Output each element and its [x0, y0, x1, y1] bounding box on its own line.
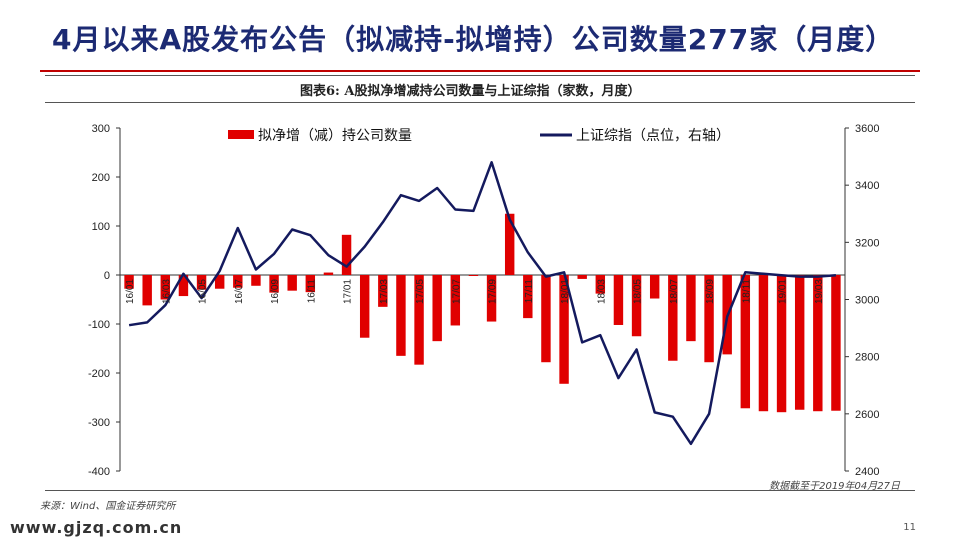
bar-18/06	[649, 275, 660, 299]
y-right-tick-label: 3000	[855, 295, 879, 307]
y-left-tick-label: -200	[88, 368, 110, 380]
bar-17/06	[432, 275, 442, 342]
x-tick-label: 17/03	[379, 279, 390, 304]
legend-bar-label: 拟净增（减）持公司数量	[258, 128, 412, 144]
bar-16/10	[287, 275, 297, 291]
bar-19/01	[776, 275, 787, 413]
bar-19/03	[813, 275, 823, 412]
legend-bar-swatch	[228, 130, 254, 139]
bar-18/08	[686, 275, 696, 342]
y-left-tick-label: 0	[104, 270, 110, 282]
x-tick-label: 18/09	[705, 279, 716, 304]
source-note: 来源：Wind、国金证券研究所	[40, 501, 176, 512]
slide-title: 4月以来A股发布公告（拟减持-拟增持）公司数量277家（月度）	[52, 23, 895, 56]
bar-17/07	[450, 275, 461, 326]
y-right-tick-label: 3200	[855, 237, 879, 249]
bar-18/07	[668, 275, 678, 361]
y-right-tick-label: 3600	[855, 123, 879, 135]
bar-18/09	[704, 275, 714, 363]
bar-16/12	[323, 272, 334, 275]
bar-17/12	[541, 275, 551, 363]
x-tick-label: 17/01	[343, 279, 354, 304]
bar-18/04	[613, 275, 624, 325]
y-left-tick-label: -100	[88, 319, 110, 331]
x-tick-label: 19/01	[778, 279, 789, 304]
bar-17/04	[396, 275, 406, 356]
y-left-tick-label: 300	[92, 123, 110, 135]
x-tick-label: 18/07	[669, 279, 680, 304]
bar-17/01	[341, 234, 352, 275]
y-right-tick-label: 2800	[855, 352, 879, 364]
y-left-tick-label: 200	[92, 172, 110, 184]
x-tick-label: 16/07	[234, 279, 245, 304]
bar-16/09	[269, 275, 279, 293]
bar-18/12	[758, 275, 769, 412]
bar-17/05	[414, 275, 424, 365]
bar-17/11	[523, 275, 533, 319]
bar-16/04	[178, 275, 189, 297]
figure-top-rule	[45, 75, 915, 76]
bar-17/02	[359, 275, 370, 338]
x-tick-label: 19/03	[814, 279, 825, 304]
bar-16/11	[305, 275, 316, 293]
x-tick-label: 18/03	[596, 279, 607, 304]
x-tick-label: 17/11	[524, 279, 535, 304]
y-right-tick-label: 3400	[855, 180, 879, 192]
bar-19/02	[794, 275, 805, 410]
y-right-tick-label: 2600	[855, 409, 879, 421]
bar-16/03	[160, 275, 171, 300]
bar-16/02	[142, 275, 152, 306]
page-number: 11	[903, 522, 916, 533]
bar-16/08	[251, 275, 261, 286]
watermark: www.gjzq.com.cn	[10, 518, 183, 537]
x-tick-label: 17/09	[488, 279, 499, 304]
x-tick-label: 16/05	[198, 279, 209, 304]
bar-18/05	[631, 275, 642, 337]
y-left-tick-label: 100	[92, 221, 110, 233]
legend: 拟净增（减）持公司数量 上证综指（点位，右轴）	[228, 128, 730, 144]
x-tick-label: 17/07	[451, 279, 462, 304]
bar-17/03	[378, 275, 388, 307]
chart-axes: 300 200 100 0 -100 -200 -300 -400 3600 3400 3200 30…	[88, 123, 880, 478]
title-rule	[40, 70, 920, 72]
bar-16/01	[124, 275, 134, 289]
x-tick-labels: 16/01 16/03 16/05 16/07 16/09 16/11 17/01 17/03…	[125, 279, 825, 304]
y-right-tick-label: 2400	[855, 466, 879, 478]
x-tick-label: 16/09	[270, 279, 281, 304]
figure-bottom-rule	[45, 490, 915, 491]
x-tick-label: 18/11	[741, 279, 752, 304]
bar-17/08	[468, 275, 479, 276]
bar-19/04	[831, 275, 841, 411]
x-tick-label: 17/05	[415, 279, 426, 304]
y-left-tick-label: -400	[88, 466, 110, 478]
bar-16/05	[196, 275, 207, 290]
bar-18/02	[577, 275, 587, 279]
bar-18/03	[595, 275, 606, 294]
x-tick-label: 18/01	[560, 279, 571, 304]
bar-16/06	[214, 275, 225, 289]
x-tick-label: 16/03	[161, 279, 172, 304]
bar-17/10	[504, 213, 515, 275]
bar-16/07	[233, 275, 243, 288]
figure-title-rule	[45, 102, 915, 103]
figure-title: 图表6: A股拟净增减持公司数量与上证综指（家数，月度）	[300, 84, 641, 99]
line-series	[128, 161, 836, 446]
legend-line-label: 上证综指（点位，右轴）	[576, 128, 730, 144]
x-tick-label: 16/11	[306, 279, 317, 304]
bar-18/11	[740, 275, 751, 409]
x-tick-label: 16/01	[125, 279, 136, 304]
data-note: 数据截至于2019年04月27日	[769, 481, 900, 492]
bar-18/01	[559, 275, 569, 384]
x-tick-label: 18/05	[633, 279, 644, 304]
y-left-tick-label: -300	[88, 417, 110, 429]
bar-17/09	[486, 275, 497, 322]
bar-series	[124, 213, 841, 413]
index-line	[128, 161, 836, 446]
